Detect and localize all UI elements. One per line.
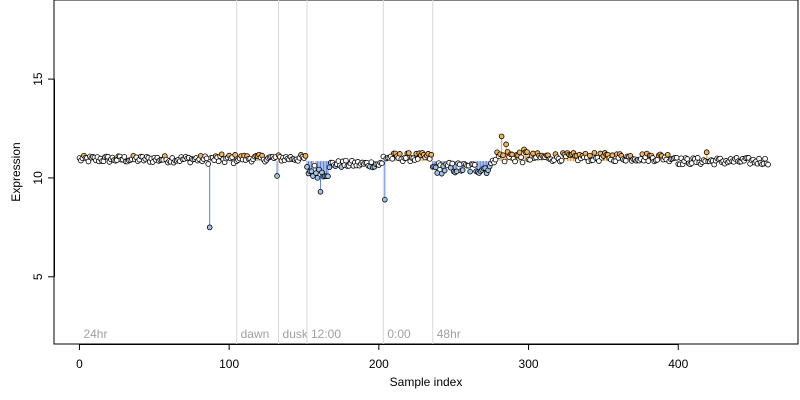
y-axis-label: Expression [9,142,23,201]
region-label: 12:00 [311,327,341,341]
data-point [215,158,222,165]
data-point [343,157,349,164]
data-point [524,149,530,155]
data-point [694,155,701,161]
data-point [467,168,473,175]
data-point [456,161,463,168]
region-label: 48hr [437,327,461,341]
data-point [121,154,128,160]
data-point [203,155,210,162]
data-point [500,152,506,159]
data-point [471,162,478,168]
data-point [612,158,619,165]
data-point [453,168,460,175]
data-point [441,167,448,174]
x-tick-label: 200 [369,357,389,371]
data-point [762,155,768,162]
point-layer [76,133,771,231]
y-tick-label: 15 [31,72,45,86]
data-point [389,156,396,162]
region-layer: 24hr dawn dusk 12:00 0:00 48hr [83,0,461,344]
region-label: dawn [241,327,270,341]
data-point [673,155,680,161]
region-label: 0:00 [387,327,411,341]
data-point [449,160,455,167]
data-point [304,164,310,170]
data-point [317,188,324,195]
y-tick-label: 5 [31,273,45,280]
data-point [519,159,526,166]
data-point [326,164,333,171]
data-point [503,141,509,148]
data-point [591,150,598,156]
y-tick-label: 10 [31,171,45,185]
data-point [492,156,499,163]
data-point [516,149,523,156]
x-axis-label: Sample index [390,375,463,389]
data-point [206,224,213,231]
data-point [232,152,238,158]
data-point [428,151,435,158]
data-point [405,150,412,156]
region-label: dusk [283,327,309,341]
region-label: 24hr [83,327,107,341]
data-point [85,158,92,165]
stem-layer [83,136,708,228]
data-point [703,149,710,156]
data-point [274,173,280,179]
data-point [414,156,421,162]
x-tick-label: 0 [76,357,83,371]
data-point [205,161,211,167]
data-point [397,151,403,157]
data-point [432,164,439,171]
data-point [498,133,505,140]
data-point [308,168,315,175]
x-tick-label: 400 [668,357,688,371]
data-point [765,161,771,168]
data-point [518,154,524,161]
data-point [645,158,652,164]
x-tick-label: 100 [219,357,239,371]
data-point [311,162,318,169]
data-point [558,157,565,164]
data-point [587,152,593,159]
plot-frame [53,0,799,345]
data-point [402,155,409,161]
data-point [609,152,616,159]
x-tick-label: 300 [519,357,539,371]
data-point [664,151,671,158]
data-point [302,153,309,159]
axis-layer: 0 100 200 300 400 5 10 15 [31,72,689,371]
data-point [459,167,466,173]
data-point [434,170,441,176]
data-point [314,175,321,181]
data-point [382,196,388,203]
data-point [379,160,385,166]
data-point [218,151,225,158]
data-point [325,173,331,180]
data-point [512,158,518,165]
data-point [501,158,508,165]
data-point [368,159,375,165]
